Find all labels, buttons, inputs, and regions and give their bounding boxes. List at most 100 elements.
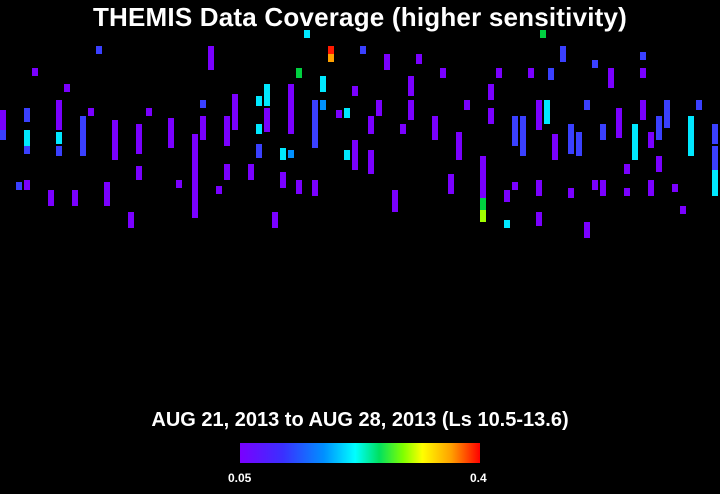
coverage-strip bbox=[608, 68, 614, 88]
coverage-strip bbox=[24, 146, 30, 154]
coverage-strip bbox=[632, 124, 638, 160]
coverage-strip bbox=[624, 164, 630, 174]
coverage-strip bbox=[640, 100, 646, 120]
coverage-strip bbox=[48, 190, 54, 206]
coverage-strip bbox=[368, 150, 374, 174]
coverage-strip bbox=[408, 100, 414, 120]
coverage-strip bbox=[200, 116, 206, 140]
coverage-strip bbox=[688, 116, 694, 156]
colorbar-min-label: 0.05 bbox=[228, 471, 252, 485]
coverage-strip bbox=[440, 68, 446, 78]
coverage-strip bbox=[624, 188, 630, 196]
date-range-label: AUG 21, 2013 to AUG 28, 2013 (Ls 10.5-13… bbox=[151, 409, 569, 431]
coverage-strip bbox=[280, 172, 286, 188]
coverage-strip bbox=[280, 148, 286, 160]
coverage-strip bbox=[344, 108, 350, 118]
coverage-strip bbox=[576, 132, 582, 156]
coverage-strip bbox=[216, 186, 222, 194]
coverage-strip bbox=[96, 46, 102, 54]
coverage-strip bbox=[648, 180, 654, 196]
coverage-strip bbox=[448, 174, 454, 194]
coverage-strip bbox=[480, 210, 486, 222]
coverage-strip bbox=[288, 114, 294, 134]
coverage-strip bbox=[312, 100, 318, 148]
coverage-strip bbox=[320, 76, 326, 92]
coverage-strip bbox=[288, 84, 294, 114]
coverage-strip bbox=[0, 130, 6, 140]
map-title: THEMIS Data Coverage (higher sensitivity… bbox=[92, 2, 628, 32]
coverage-strip bbox=[540, 30, 546, 38]
coverage-strip bbox=[548, 68, 554, 80]
coverage-strip bbox=[24, 180, 30, 190]
colorbar-max-label: 0.4 bbox=[470, 471, 487, 485]
coverage-strip bbox=[72, 190, 78, 206]
coverage-strip bbox=[544, 100, 550, 124]
coverage-strip bbox=[640, 68, 646, 78]
coverage-strip bbox=[256, 124, 262, 134]
coverage-strip bbox=[176, 180, 182, 188]
coverage-strip bbox=[536, 212, 542, 226]
coverage-strip bbox=[0, 110, 6, 130]
coverage-strip bbox=[288, 150, 294, 158]
coverage-strip bbox=[320, 100, 326, 110]
coverage-strip bbox=[56, 132, 62, 144]
coverage-strip bbox=[232, 94, 238, 130]
coverage-strip bbox=[464, 100, 470, 110]
coverage-strip bbox=[146, 108, 152, 116]
coverage-strip bbox=[352, 86, 358, 96]
coverage-strip bbox=[192, 188, 198, 218]
coverage-strip bbox=[112, 120, 118, 160]
coverage-strip bbox=[600, 124, 606, 140]
coverage-map bbox=[0, 30, 720, 340]
coverage-strip bbox=[304, 30, 310, 38]
coverage-strip bbox=[584, 100, 590, 110]
coverage-strip bbox=[664, 100, 670, 128]
coverage-strip bbox=[32, 68, 38, 76]
coverage-strip bbox=[168, 118, 174, 148]
coverage-strip bbox=[656, 116, 662, 140]
coverage-strip bbox=[136, 166, 142, 180]
coverage-strip bbox=[672, 184, 678, 192]
coverage-strip bbox=[56, 146, 62, 156]
coverage-strip bbox=[432, 116, 438, 140]
coverage-strip bbox=[568, 124, 574, 154]
coverage-strip bbox=[384, 54, 390, 70]
coverage-strip bbox=[400, 124, 406, 134]
coverage-strip bbox=[488, 108, 494, 124]
colorbar bbox=[240, 443, 480, 463]
coverage-strip bbox=[512, 182, 518, 190]
coverage-strip bbox=[712, 170, 718, 196]
coverage-strip bbox=[536, 100, 542, 130]
coverage-strip bbox=[616, 108, 622, 138]
coverage-strip bbox=[640, 52, 646, 60]
coverage-strip bbox=[552, 134, 558, 160]
coverage-strip bbox=[224, 164, 230, 180]
coverage-strip bbox=[224, 116, 230, 146]
coverage-strip bbox=[272, 212, 278, 228]
coverage-strip bbox=[416, 54, 422, 64]
coverage-strip bbox=[504, 220, 510, 228]
coverage-strip bbox=[248, 164, 254, 180]
coverage-strip bbox=[480, 198, 486, 218]
coverage-strip bbox=[712, 124, 718, 144]
coverage-strip bbox=[360, 46, 366, 54]
coverage-strip bbox=[312, 180, 318, 196]
coverage-strip bbox=[408, 76, 414, 96]
coverage-strip bbox=[480, 156, 486, 216]
coverage-strip bbox=[712, 146, 718, 170]
coverage-strip bbox=[648, 132, 654, 148]
coverage-strip bbox=[536, 180, 542, 196]
coverage-strip bbox=[344, 150, 350, 160]
coverage-strip bbox=[568, 188, 574, 198]
coverage-strip bbox=[488, 84, 494, 100]
coverage-strip bbox=[560, 46, 566, 62]
coverage-strip bbox=[392, 190, 398, 212]
coverage-strip bbox=[208, 46, 214, 70]
coverage-strip bbox=[24, 108, 30, 122]
coverage-strip bbox=[328, 46, 334, 54]
coverage-strip bbox=[456, 132, 462, 160]
coverage-strip bbox=[512, 116, 518, 146]
coverage-strip bbox=[336, 110, 342, 118]
coverage-strip bbox=[680, 206, 686, 214]
coverage-strip bbox=[192, 134, 198, 194]
